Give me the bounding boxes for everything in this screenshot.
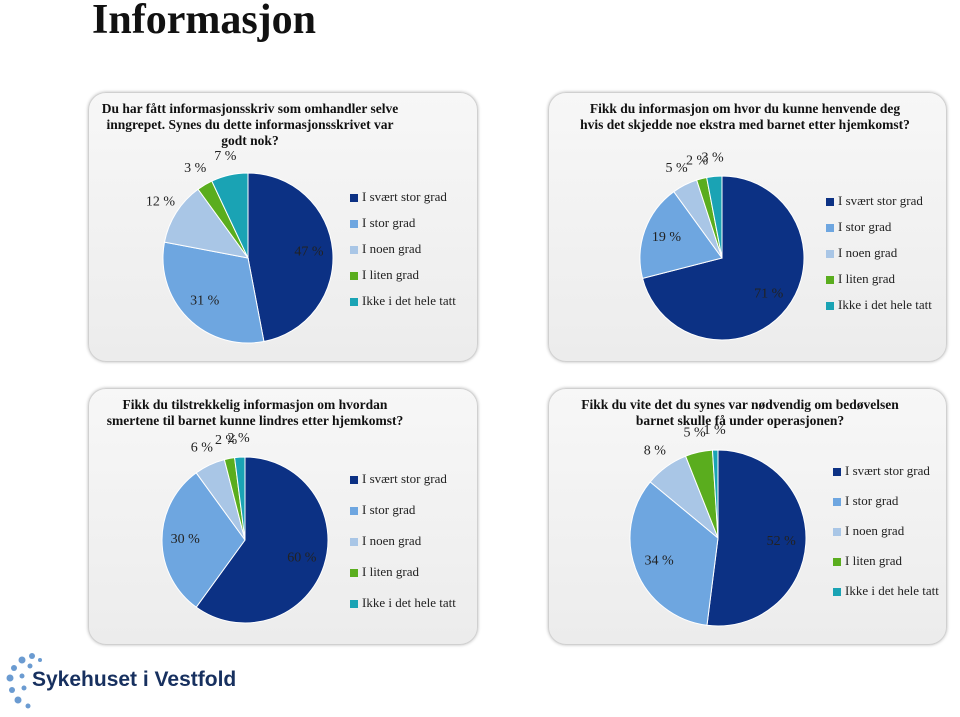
legend-swatch [350,476,358,484]
data-label: 31 % [190,293,220,308]
legend-swatch [350,298,358,306]
legend-swatch [350,600,358,608]
pie-slice [163,188,250,259]
legend-swatch [833,588,841,596]
legend-label: I stor grad [838,219,892,234]
pie-slice [706,175,723,259]
data-label: 12 % [146,195,176,210]
chart-title: Fikk du vite det du synes var nødvendig … [581,397,899,428]
logo-icon [6,653,42,709]
chart-title: Fikk du tilstrekkelig informasjon om hvo… [106,397,404,428]
legend-label: I liten grad [838,271,896,286]
data-label: 2 % [228,431,251,446]
legend-label: Ikke i det hele tatt [838,297,932,312]
legend-label: I svært stor grad [838,193,923,208]
pie-slice [706,449,807,627]
page-title: Informasjon [92,0,317,43]
legend-label: I stor grad [362,215,416,230]
legend-swatch [833,528,841,536]
legend-label: I svært stor grad [362,189,447,204]
legend-label: Ikke i det hele tatt [362,595,456,610]
logo-text: Sykehuset i Vestfold [32,668,237,691]
data-label: 47 % [294,244,324,259]
legend-swatch [826,302,834,310]
legend-swatch [350,220,358,228]
legend-label: I noen grad [838,245,898,260]
data-label: 6 % [191,441,214,456]
legend-swatch [350,569,358,577]
data-label: 7 % [214,149,237,164]
legend-swatch [826,198,834,206]
legend-swatch [350,272,358,280]
legend-label: I noen grad [362,241,422,256]
legend-swatch [833,468,841,476]
data-label: 1 % [704,423,727,438]
data-label: 5 % [683,425,706,440]
pie-slice [711,449,719,539]
legend-label: I liten grad [362,564,420,579]
data-label: 34 % [645,554,675,569]
legend-label: I liten grad [362,267,420,282]
legend-swatch [350,538,358,546]
legend-swatch [826,224,834,232]
data-label: 2 % [215,433,238,448]
pie-slice [641,175,805,341]
pie-slice [161,472,246,608]
pie-slice [629,481,719,626]
legend-label: Ikke i det hele tatt [362,293,456,308]
pie-slice [162,241,265,344]
legend-label: I stor grad [362,502,416,517]
legend-swatch [350,507,358,515]
pie-slice [639,190,723,280]
pie-slice [195,456,329,624]
legend-label: I noen grad [362,533,422,548]
chart-title: Fikk du informasjon om hvor du kunne hen… [580,101,910,132]
data-label: 30 % [171,532,201,547]
legend-label: Ikke i det hele tatt [845,583,939,598]
chart-title: Du har fått informasjonsskriv som omhand… [101,101,399,148]
legend-label: I stor grad [845,493,899,508]
pie-slice [211,172,249,259]
data-label: 2 % [686,153,709,168]
data-label: 52 % [767,534,797,549]
legend-swatch [350,246,358,254]
data-label: 71 % [754,286,784,301]
legend-swatch [833,558,841,566]
legend-label: I svært stor grad [362,471,447,486]
data-label: 60 % [287,551,317,566]
data-label: 19 % [652,230,682,245]
legend-swatch [826,276,834,284]
data-label: 3 % [184,161,207,176]
legend-label: I liten grad [845,553,903,568]
legend-swatch [826,250,834,258]
data-label: 3 % [701,151,724,166]
data-label: 5 % [665,161,688,176]
legend-swatch [350,194,358,202]
legend-swatch [833,498,841,506]
pie-slice [234,456,246,541]
data-label: 8 % [644,443,667,458]
pie-slice [247,172,334,343]
legend-label: I svært stor grad [845,463,930,478]
legend-label: I noen grad [845,523,905,538]
